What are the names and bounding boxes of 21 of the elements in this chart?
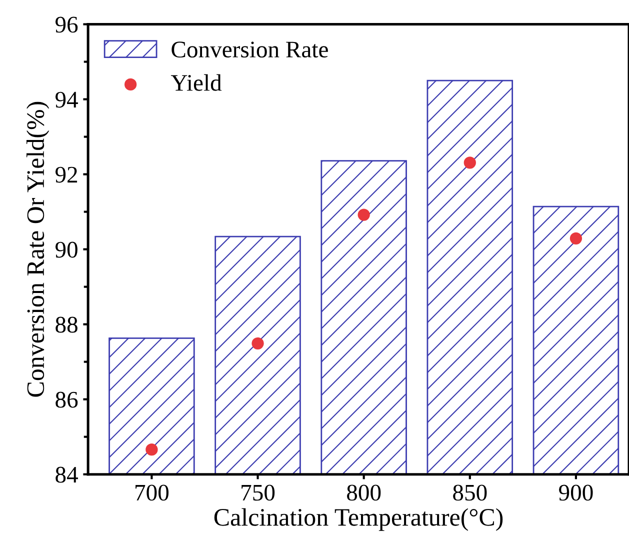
point (464, 156, 476, 169)
y-tick-label: 88 (56, 316, 78, 333)
point (252, 337, 264, 350)
x-tick-label: 750 (242, 484, 275, 501)
legend-label: Conversion Rate (172, 42, 328, 58)
x-tick-label: 700 (136, 484, 169, 501)
y-tick-label: 84 (56, 466, 78, 483)
x-tick-label: 800 (347, 484, 381, 501)
y-tick-label: 92 (55, 166, 78, 183)
y-axis-title: Conversion Rate Or Yield(%) (26, 102, 50, 397)
x-tick-label: 900 (559, 484, 593, 501)
y-tick-label: 94 (55, 92, 78, 108)
y-tick-label: 90 (55, 242, 78, 258)
y-tick-label: 86 (56, 392, 78, 408)
y-tick-label: 96 (55, 16, 78, 33)
point (570, 232, 582, 244)
legend-label: Yield (170, 74, 222, 91)
x-axis-title: Calcination Temperature(°C) (214, 508, 503, 531)
point (146, 443, 158, 456)
x-tick-label: 850 (453, 484, 487, 501)
point (358, 208, 370, 221)
